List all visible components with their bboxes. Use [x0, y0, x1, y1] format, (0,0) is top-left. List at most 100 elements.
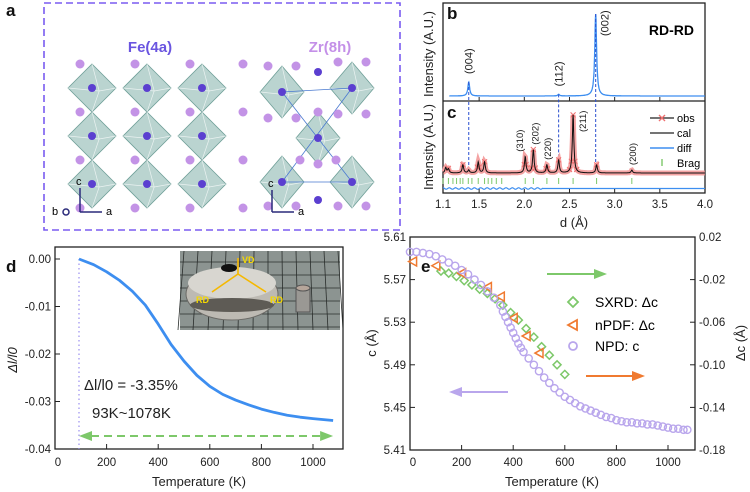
atom-zr	[238, 155, 248, 165]
axis-c-label: c	[76, 176, 82, 188]
peak-label-b: (004)	[464, 48, 476, 74]
peak-label-c: (202)	[530, 123, 541, 145]
atom-zr	[333, 57, 343, 67]
photo-grid-line	[337, 250, 344, 331]
inset-label-vd: VD	[242, 255, 255, 265]
atom-fe	[198, 132, 206, 140]
atom-zr	[361, 201, 371, 211]
npd-point	[591, 408, 601, 418]
npd-point	[529, 360, 539, 370]
arrow-right-green-icon	[320, 431, 334, 441]
cal-line	[442, 114, 705, 174]
axes-fe	[62, 188, 102, 216]
y-tick-label-e: 5.49	[384, 360, 406, 372]
atom-zr	[313, 107, 323, 117]
peak-label-b: (002)	[600, 10, 612, 36]
sxrd-point	[482, 288, 493, 299]
panel-a-frame	[43, 2, 401, 231]
atom-zr	[185, 59, 195, 69]
npd-point	[663, 423, 673, 432]
x-tick-label-d: 400	[149, 457, 168, 469]
atom-fe	[314, 134, 322, 142]
npd-point	[679, 425, 688, 435]
npd-point	[617, 416, 626, 426]
npd-point	[555, 388, 564, 397]
title-fe: Fe(4a)	[128, 39, 172, 56]
legend-cal: cal	[677, 128, 691, 140]
atom-zr	[130, 107, 140, 117]
atom-zr	[130, 203, 140, 213]
x-tick-label-d: 600	[200, 457, 219, 469]
npd-point	[586, 406, 595, 415]
atom-fe	[88, 180, 96, 188]
atom-zr	[263, 113, 273, 123]
y-tick-label-d: -0.03	[25, 397, 51, 409]
npd-point	[405, 247, 415, 257]
atom-zr	[333, 109, 343, 119]
title-zr: Zr(8h)	[309, 39, 352, 56]
atom-zr	[291, 113, 301, 123]
x-tick-label-c: 1.5	[471, 199, 487, 211]
octahedron-edge	[177, 63, 227, 113]
octahedron-edge	[259, 155, 305, 209]
octahedron-edge	[122, 111, 172, 161]
sample-photo-inset: VD RD RD	[177, 250, 344, 331]
xrd-pattern-b	[449, 13, 705, 97]
npd-point	[489, 293, 499, 303]
npd-point	[463, 269, 473, 279]
y-tick-label-right-e: -0.14	[699, 402, 726, 414]
inset-label-rd-left: RD	[196, 295, 209, 305]
x-tick-label-c: 2.5	[561, 199, 577, 211]
peak-label-c: (310)	[515, 130, 526, 152]
npd-point	[648, 420, 657, 429]
npd-point	[683, 425, 692, 435]
y-tick-label-e: 5.41	[384, 445, 406, 457]
sxrd-point	[443, 268, 454, 279]
xlabel-d: Temperature (K)	[152, 474, 246, 489]
npd-point	[483, 287, 492, 296]
atom-zr	[130, 59, 140, 69]
npdf-point	[533, 347, 544, 359]
ylabel-d: Δl/l0	[5, 347, 20, 374]
npd-point	[643, 420, 652, 429]
npd-point	[575, 402, 585, 411]
atom-zr	[291, 201, 301, 211]
atom-zr	[75, 107, 85, 117]
octahedron-edge	[295, 111, 341, 165]
atom-zr	[238, 59, 248, 69]
y-tick-label-d: -0.02	[25, 349, 51, 361]
photo-grid-line	[177, 250, 185, 331]
sxrd-point	[435, 266, 447, 277]
atom-fe	[198, 84, 206, 92]
legend-sxrd: SXRD: Δc	[595, 294, 658, 310]
panel-e: e Temperature (K) c (Å) Δc (Å) 0 200 400 60…	[364, 232, 748, 489]
panel-label-a: a	[6, 1, 16, 20]
crystal-structures	[67, 57, 375, 213]
y-tick-label-right-e: -0.06	[699, 317, 725, 329]
npd-point	[601, 412, 611, 422]
npd-point	[550, 383, 559, 393]
legend-npd: NPD: c	[595, 338, 639, 354]
peak-label-c: (220)	[543, 138, 554, 160]
octahedron-edge	[122, 159, 172, 209]
npdf-point	[407, 255, 418, 268]
photo-grid-line	[281, 250, 284, 331]
atom-zr	[263, 61, 273, 71]
x-tick-label-d: 800	[252, 457, 271, 469]
atom-zr	[333, 201, 343, 211]
d-plot-area: 0 200 400 600 800 1000 0.00 -0.01 -0.02 -0.03 -0.0…	[25, 254, 334, 469]
x-tick-label-c: 3.5	[652, 199, 668, 211]
npd-point	[539, 373, 549, 382]
npd-point	[581, 404, 590, 413]
y-tick-label-d: -0.01	[25, 302, 51, 314]
sxrd-point	[474, 284, 485, 295]
octahedron-edge	[259, 65, 305, 119]
atom-fe	[143, 180, 151, 188]
atom-zr	[75, 155, 85, 165]
atom-zr	[361, 57, 371, 67]
atom-fe	[314, 68, 322, 76]
atom-zr	[291, 61, 301, 71]
npd-point	[668, 424, 678, 434]
axis-direction-arrows	[449, 269, 645, 397]
ylabel-e-right: Δc (Å)	[733, 325, 748, 361]
